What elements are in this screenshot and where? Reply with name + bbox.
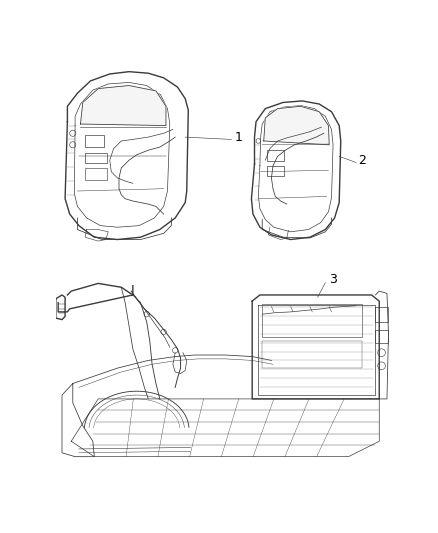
Bar	[85, 135, 104, 147]
Polygon shape	[264, 106, 329, 145]
Bar	[375, 306, 388, 322]
Bar	[267, 116, 281, 126]
Bar	[267, 150, 284, 161]
Bar	[85, 168, 107, 180]
Bar	[103, 102, 119, 113]
Bar	[262, 341, 362, 368]
Bar	[262, 304, 362, 336]
Text: 2: 2	[358, 155, 366, 167]
Bar	[85, 102, 100, 113]
Text: 3: 3	[329, 273, 337, 286]
Polygon shape	[81, 85, 166, 126]
Bar	[85, 152, 107, 163]
Bar	[267, 166, 284, 176]
Bar	[375, 329, 388, 343]
Text: 1: 1	[234, 131, 242, 144]
